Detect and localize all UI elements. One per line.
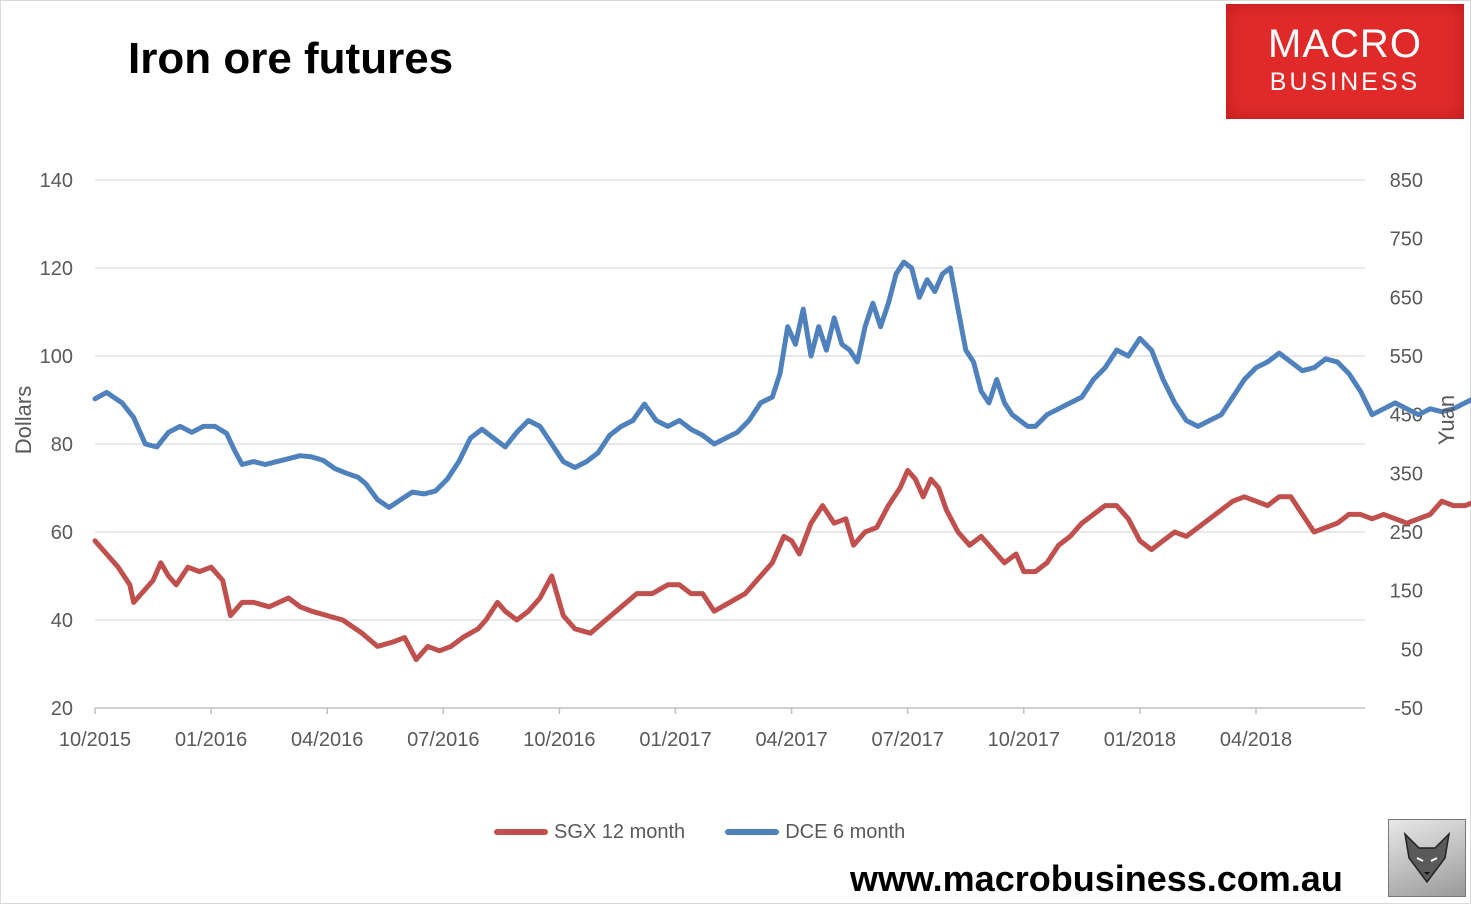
left-tick-label: 120 [40, 258, 73, 280]
left-tick-label: 100 [40, 346, 73, 368]
chart-title: Iron ore futures [128, 34, 454, 83]
x-tick-label: 01/2017 [639, 729, 711, 751]
left-axis-title: Dollars [11, 386, 36, 454]
x-tick-label: 04/2018 [1220, 729, 1292, 751]
x-tick-label: 04/2016 [291, 729, 363, 751]
legend-swatch-dce [725, 829, 780, 835]
x-tick-label: 04/2017 [755, 729, 827, 751]
right-tick-label: 350 [1390, 463, 1423, 485]
gridlines [95, 179, 1365, 709]
legend-label-sgx: SGX 12 month [554, 820, 686, 843]
fox-badge [1388, 819, 1466, 897]
left-tick-label: 40 [51, 610, 73, 632]
right-tick-label: 250 [1390, 522, 1423, 544]
left-tick-label: 60 [51, 522, 73, 544]
macrobusiness-logo: MACRO BUSINESS [1226, 4, 1464, 119]
right-tick-label: 50 [1401, 639, 1423, 661]
x-axis-ticks: 10/2015 01/2016 04/2016 07/2016 10/2016 01/20… [59, 708, 1292, 751]
logo-line-2: BUSINESS [1269, 68, 1421, 96]
right-tick-label: -50 [1394, 698, 1423, 720]
x-tick-label: 07/2016 [407, 729, 479, 751]
legend-item-dce: DCE 6 month [725, 821, 905, 844]
right-tick-label: 750 [1390, 229, 1423, 251]
website-url: www.macrobusiness.com.au [850, 858, 1343, 899]
right-tick-label: 850 [1390, 170, 1423, 192]
left-axis-ticks: 20 40 60 80 100 120 140 [40, 170, 73, 720]
right-axis-title: Yuan [1434, 395, 1459, 445]
legend: SGX 12 month DCE 6 month [494, 818, 945, 846]
logo-line-1: MACRO [1268, 22, 1422, 66]
right-tick-label: 550 [1390, 346, 1423, 368]
x-tick-label: 10/2017 [988, 729, 1060, 751]
series-line-sgx [92, 467, 1471, 663]
x-tick-label: 10/2015 [59, 729, 131, 751]
series-line-dce [92, 259, 1471, 510]
x-tick-label: 07/2017 [872, 729, 944, 751]
left-tick-label: 20 [51, 698, 73, 720]
legend-swatch-sgx [494, 829, 548, 835]
x-tick-label: 01/2018 [1104, 729, 1176, 751]
legend-label-dce: DCE 6 month [785, 820, 906, 843]
series-lines [92, 259, 1471, 663]
fox-icon [1403, 831, 1451, 884]
x-tick-label: 10/2016 [523, 729, 595, 751]
left-tick-label: 80 [51, 434, 73, 456]
x-tick-label: 01/2016 [175, 729, 247, 751]
right-tick-label: 150 [1390, 581, 1423, 603]
legend-item-sgx: SGX 12 month [494, 821, 685, 844]
right-tick-label: 650 [1390, 287, 1423, 309]
left-tick-label: 140 [40, 170, 73, 192]
